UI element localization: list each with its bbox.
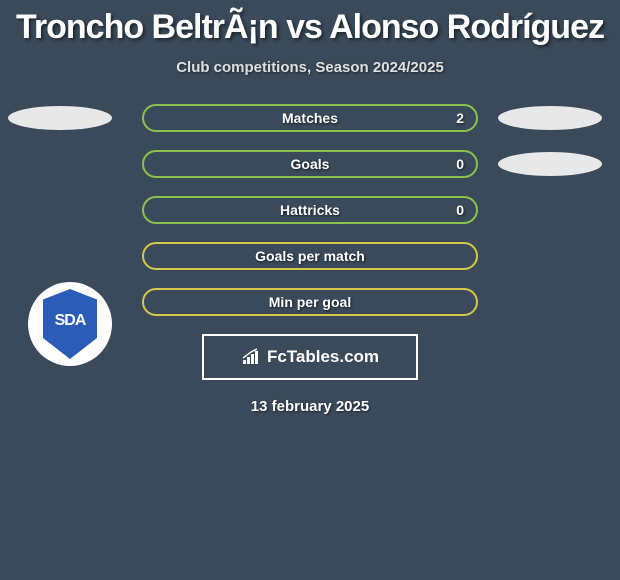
stat-row: Goals per match bbox=[0, 242, 620, 270]
chart-icon bbox=[241, 348, 263, 366]
page-title: Troncho BeltrÃ¡n vs Alonso Rodríguez bbox=[0, 0, 620, 47]
right-value-oval bbox=[498, 152, 602, 176]
stat-label: Matches bbox=[282, 110, 338, 126]
stat-bar: Hattricks 0 bbox=[142, 196, 478, 224]
brand-box: FcTables.com bbox=[202, 334, 418, 380]
stat-label: Goals bbox=[291, 156, 330, 172]
stat-label: Min per goal bbox=[269, 294, 351, 310]
stats-content: SDA Matches2Goals0Hattricks0Goals per ma… bbox=[0, 104, 620, 415]
stat-row: Min per goal bbox=[0, 288, 620, 316]
brand-text: FcTables.com bbox=[267, 347, 379, 367]
stat-row: Hattricks 0 bbox=[0, 196, 620, 224]
right-value-oval bbox=[498, 106, 602, 130]
stat-row: Matches 2 bbox=[0, 104, 620, 132]
stat-value: 2 bbox=[456, 110, 464, 126]
stat-bar: Matches 2 bbox=[142, 104, 478, 132]
stat-bar: Goals per match bbox=[142, 242, 478, 270]
stat-value: 0 bbox=[456, 202, 464, 218]
stat-label: Hattricks bbox=[280, 202, 340, 218]
stat-bar: Min per goal bbox=[142, 288, 478, 316]
stat-bar: Goals 0 bbox=[142, 150, 478, 178]
stat-row: Goals 0 bbox=[0, 150, 620, 178]
subtitle: Club competitions, Season 2024/2025 bbox=[0, 59, 620, 76]
date-text: 13 february 2025 bbox=[0, 398, 620, 415]
stat-value: 0 bbox=[456, 156, 464, 172]
left-value-oval bbox=[8, 106, 112, 130]
stat-label: Goals per match bbox=[255, 248, 365, 264]
